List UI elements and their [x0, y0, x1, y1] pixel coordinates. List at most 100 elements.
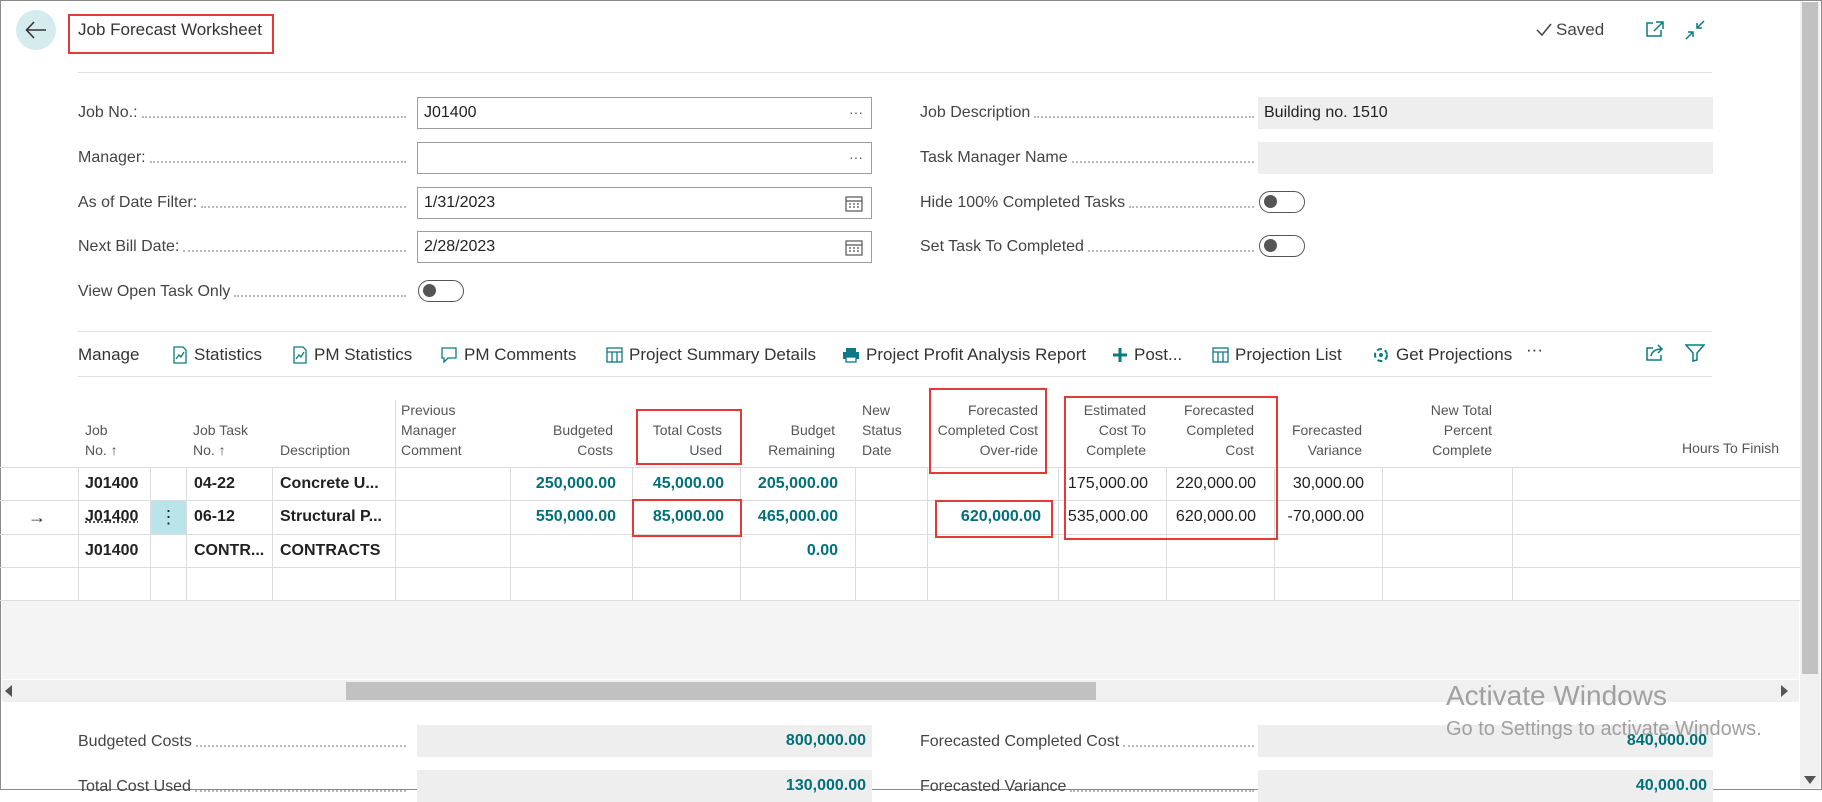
cell-budgeted[interactable]: 550,000.00: [535, 508, 616, 525]
grid-line: [855, 467, 856, 600]
grid-line: [1274, 467, 1275, 600]
job-description-value: Building no. 1510: [1258, 97, 1713, 129]
grid-line: [1382, 467, 1383, 600]
header-divider: [78, 72, 1712, 73]
grid-line: [1512, 467, 1513, 600]
cell-budgeted[interactable]: 250,000.00: [535, 475, 616, 492]
open-new-window-icon[interactable]: [1645, 20, 1665, 38]
grid-line: [186, 467, 187, 600]
cell-remaining[interactable]: 0.00: [806, 542, 838, 559]
lookup-ellipsis-icon[interactable]: ···: [849, 104, 863, 120]
filter-icon[interactable]: [1685, 344, 1705, 362]
cell-fc-completed[interactable]: 620,000.00: [1175, 508, 1256, 525]
action-bar-bottom-divider: [78, 376, 1712, 377]
set-task-completed-toggle[interactable]: [1259, 235, 1305, 257]
col-header-budget-remaining[interactable]: Budget Remaining: [768, 422, 835, 458]
cell-description[interactable]: CONTRACTS: [280, 542, 381, 559]
highlight-box-total-costs-value: [632, 499, 742, 537]
checkmark-icon: [1536, 23, 1552, 37]
grid-line: [0, 467, 1800, 468]
highlight-box-total-costs-header: [636, 409, 742, 465]
lookup-ellipsis-icon[interactable]: ···: [849, 149, 863, 165]
col-header-new-status-date[interactable]: New Status Date: [862, 402, 902, 458]
post-action[interactable]: Post...: [1112, 345, 1182, 365]
cell-job-no[interactable]: J01400: [85, 508, 139, 525]
cell-remaining[interactable]: 205,000.00: [757, 475, 838, 492]
cell-total-used[interactable]: 45,000.00: [652, 475, 724, 492]
manager-input[interactable]: ···: [417, 142, 872, 174]
col-header-job-no[interactable]: Job No. ↑: [85, 422, 118, 458]
col-header-new-total-percent[interactable]: New Total Percent Complete: [1430, 402, 1492, 458]
grid-line: [927, 467, 928, 600]
cell-remaining[interactable]: 465,000.00: [757, 508, 838, 525]
projection-list-action[interactable]: Projection List: [1212, 345, 1342, 365]
task-manager-name-value: [1258, 142, 1713, 174]
col-header-forecast-override[interactable]: Forecasted Completed Cost Over-ride: [937, 402, 1038, 458]
back-button[interactable]: [16, 10, 56, 50]
vertical-scroll-thumb[interactable]: [1802, 2, 1818, 674]
refresh-gear-icon: [1374, 348, 1388, 362]
calendar-icon[interactable]: [845, 195, 863, 212]
cell-task-no[interactable]: 06-12: [194, 508, 235, 525]
pm-comments-action[interactable]: PM Comments: [440, 345, 576, 365]
cell-job-no[interactable]: J01400: [85, 542, 139, 559]
cell-variance[interactable]: -70,000.00: [1287, 508, 1364, 525]
col-header-prev-comment[interactable]: Previous Manager Comment: [401, 402, 462, 458]
col-header-total-used[interactable]: Total Costs Used: [652, 422, 722, 458]
pm-statistics-action[interactable]: PM Statistics: [292, 345, 412, 365]
hide-completed-label: Hide 100% Completed Tasks: [920, 191, 1260, 215]
col-header-budgeted[interactable]: Budgeted Costs: [553, 422, 613, 458]
statistics-icon: [293, 346, 307, 364]
project-summary-action[interactable]: Project Summary Details: [606, 345, 816, 365]
statistics-icon: [173, 346, 187, 364]
cell-override[interactable]: 620,000.00: [960, 508, 1041, 525]
next-bill-date-label: Next Bill Date:: [78, 235, 412, 259]
cell-fc-completed[interactable]: 220,000.00: [1175, 475, 1256, 492]
total-cost-used-label: Total Cost Used: [78, 775, 412, 799]
scroll-left-icon[interactable]: [5, 685, 13, 697]
grid-line: [1166, 467, 1167, 600]
col-header-forecast-variance[interactable]: Forecasted Variance: [1291, 422, 1362, 458]
cell-task-no[interactable]: CONTR...: [194, 542, 265, 559]
scroll-down-icon[interactable]: [1804, 776, 1816, 784]
col-header-forecast-completed[interactable]: Forecasted Completed Cost: [1183, 402, 1254, 458]
calendar-icon[interactable]: [845, 239, 863, 256]
cell-description[interactable]: Concrete U...: [280, 475, 379, 492]
horizontal-scroll-thumb[interactable]: [346, 682, 1096, 700]
plus-icon: [1113, 348, 1127, 362]
share-icon[interactable]: [1645, 344, 1665, 362]
profit-report-action[interactable]: Project Profit Analysis Report: [842, 345, 1086, 365]
get-projections-action[interactable]: Get Projections: [1372, 345, 1512, 365]
next-bill-date-input[interactable]: 2/28/2023: [417, 231, 872, 263]
cell-total-used[interactable]: 85,000.00: [652, 508, 724, 525]
cell-est-cost[interactable]: 175,000.00: [1067, 475, 1148, 492]
as-of-date-input[interactable]: 1/31/2023: [417, 187, 872, 219]
saved-label: Saved: [1556, 20, 1605, 39]
forecast-completed-cost-label: Forecasted Completed Cost: [920, 730, 1260, 754]
cell-task-no[interactable]: 04-22: [194, 475, 235, 492]
highlight-box-override-header: [929, 388, 1047, 474]
manage-menu[interactable]: Manage: [78, 345, 140, 364]
highlight-box-title: [68, 14, 274, 54]
hide-completed-toggle[interactable]: [1259, 191, 1305, 213]
job-no-label: Job No.:: [78, 101, 412, 125]
cell-variance[interactable]: 30,000.00: [1292, 475, 1364, 492]
forecast-variance-label: Forecasted Variance: [920, 775, 1260, 799]
col-header-estimated-cost[interactable]: Estimated Cost To Complete: [1083, 402, 1146, 458]
statistics-action[interactable]: Statistics: [172, 345, 262, 365]
scroll-right-icon[interactable]: [1780, 685, 1788, 697]
col-header-description[interactable]: Description: [280, 442, 351, 458]
view-open-task-toggle[interactable]: [418, 280, 464, 302]
highlight-box-estimate-forecast: [1064, 396, 1278, 540]
collapse-icon[interactable]: [1685, 20, 1705, 40]
col-header-task-no[interactable]: Job Task No. ↑: [193, 422, 248, 458]
row-menu-button[interactable]: ⋮: [151, 501, 186, 534]
job-no-input[interactable]: J01400 ···: [417, 97, 872, 129]
highlight-box-override-value: [935, 500, 1053, 538]
cell-est-cost[interactable]: 535,000.00: [1067, 508, 1148, 525]
cell-description[interactable]: Structural P...: [280, 508, 382, 525]
more-actions-button[interactable]: ···: [1526, 340, 1543, 359]
col-header-hours-to-finish[interactable]: Hours To Finish: [1682, 440, 1780, 456]
set-task-completed-label: Set Task To Completed: [920, 235, 1260, 259]
cell-job-no[interactable]: J01400: [85, 475, 139, 492]
